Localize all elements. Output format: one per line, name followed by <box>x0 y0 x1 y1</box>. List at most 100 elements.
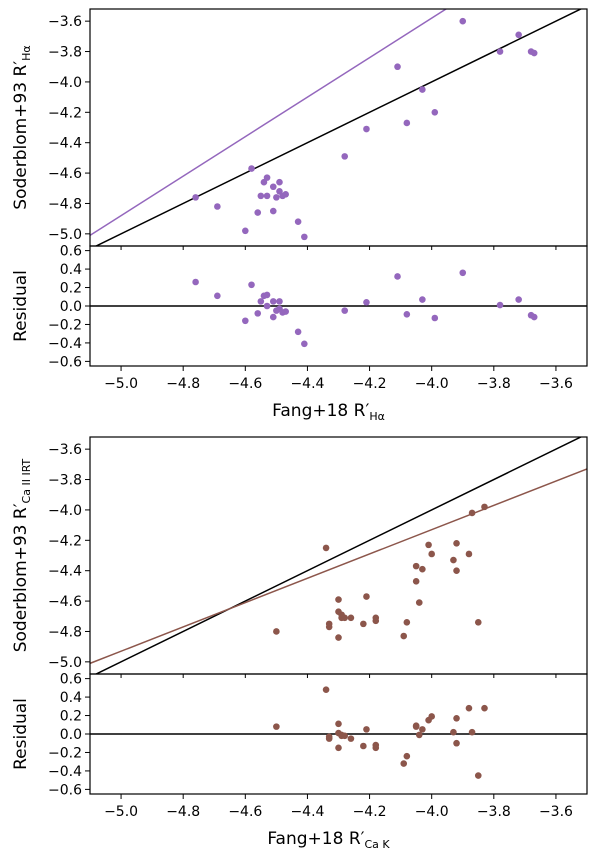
data-point <box>282 191 289 198</box>
upper-residual-plot-area <box>90 269 587 348</box>
x-axis-label-subscript: Ca K <box>365 838 391 851</box>
y-tick-label: −3.6 <box>48 14 82 30</box>
data-point <box>273 628 280 635</box>
data-point <box>453 739 460 747</box>
x-axis-label-subscript: Hα <box>369 410 385 423</box>
data-point <box>481 503 488 511</box>
data-point <box>453 567 460 574</box>
data-point <box>412 722 420 729</box>
y-tick-label: −0.6 <box>48 354 82 370</box>
x-axis-label: Fang+18 R′Hα <box>272 401 385 423</box>
data-point <box>394 273 401 280</box>
data-point <box>468 728 476 736</box>
data-point <box>372 744 380 752</box>
y-tick-label: −4.8 <box>48 624 82 640</box>
data-point <box>254 209 262 216</box>
data-point <box>257 192 265 200</box>
x-axis-label-main: Fang+18 R′ <box>267 829 364 849</box>
data-point <box>248 165 255 172</box>
data-point <box>530 313 538 321</box>
data-point <box>294 218 302 225</box>
x-tick-label: −3.8 <box>477 804 511 820</box>
data-point <box>360 742 367 750</box>
y-tick-label: −4.4 <box>48 136 82 152</box>
x-tick-label: −4.4 <box>290 376 324 392</box>
data-point <box>372 617 380 625</box>
data-point <box>431 314 439 322</box>
upper-main-plot-area <box>90 9 583 246</box>
y-tick-label: −3.8 <box>48 45 82 61</box>
x-axis-label-main: Fang+18 R′ <box>272 401 369 421</box>
y-tick-label: −0.4 <box>48 336 82 352</box>
data-point <box>263 174 271 181</box>
x-tick-label: −4.0 <box>415 376 449 392</box>
y-tick-label: 0.2 <box>60 709 82 725</box>
y-axis-label-subscript: Hα <box>20 45 33 61</box>
data-point <box>269 183 277 191</box>
data-point <box>515 296 522 303</box>
data-point <box>335 720 342 728</box>
upper-residual-panel: −0.6 −0.4 −0.2 0.0 0.2 0.4 0.6 −5.0 −4.8 −4.6 −4.4… <box>11 244 588 423</box>
data-point <box>347 614 355 622</box>
data-point <box>242 317 249 325</box>
data-point <box>301 340 308 348</box>
y-tick-label: 0.6 <box>60 244 82 260</box>
data-point <box>263 192 271 200</box>
data-point <box>459 269 467 277</box>
y-axis-label: Soderblom+93 R′Hα <box>11 45 33 209</box>
data-point <box>412 578 420 585</box>
data-point <box>363 299 370 306</box>
data-point <box>263 291 271 299</box>
data-point <box>412 562 420 570</box>
data-point <box>269 298 277 305</box>
x-tick-label: −5.0 <box>104 376 138 392</box>
data-point <box>335 596 342 603</box>
data-point <box>515 31 522 39</box>
data-point <box>481 704 488 712</box>
data-point <box>453 715 460 722</box>
x-tick-label: −5.0 <box>104 804 138 820</box>
data-point <box>254 310 262 317</box>
y-tick-label: −0.6 <box>48 782 82 798</box>
y-axis-label-main: Soderblom+93 R′ <box>11 61 31 210</box>
y-tick-label: −0.2 <box>48 317 82 333</box>
data-point <box>325 620 333 628</box>
y-tick-label: 0.4 <box>60 690 82 706</box>
data-point <box>403 119 411 127</box>
y-axis-label-subscript: Ca II IRT <box>20 458 33 503</box>
data-point <box>282 308 289 315</box>
data-point <box>263 302 271 310</box>
y-tick-label: −4.2 <box>48 105 82 121</box>
data-point <box>269 313 277 321</box>
y-tick-label: 0.4 <box>60 262 82 278</box>
data-point <box>419 726 426 733</box>
data-point <box>400 632 408 640</box>
data-point <box>322 544 330 552</box>
fit-line <box>90 468 587 665</box>
y-tick-label: −4.6 <box>48 166 82 182</box>
data-point <box>459 17 467 25</box>
data-point <box>450 728 457 736</box>
y-tick-label: −3.6 <box>48 442 82 458</box>
data-point <box>363 593 370 600</box>
data-point <box>415 599 423 606</box>
data-point <box>394 63 401 71</box>
data-point <box>347 735 355 742</box>
data-point <box>474 619 482 626</box>
data-point <box>419 86 426 93</box>
data-point <box>301 233 308 241</box>
data-point <box>403 619 411 626</box>
x-tick-label: −3.6 <box>539 804 573 820</box>
y-tick-label: −0.4 <box>48 764 82 780</box>
upper-main-panel: −5.0 −4.8 −4.6 −4.4 −4.2 −4.0 −3.8 −3.6 Soderblo… <box>11 8 588 250</box>
y-tick-label: 0.0 <box>60 299 82 315</box>
one-to-one-line <box>94 9 583 246</box>
data-point <box>419 565 426 573</box>
data-point <box>335 744 342 752</box>
data-point <box>192 194 199 201</box>
data-point <box>273 723 280 730</box>
data-point <box>214 203 221 210</box>
data-point <box>242 227 249 235</box>
y-tick-label: 0.2 <box>60 281 82 297</box>
